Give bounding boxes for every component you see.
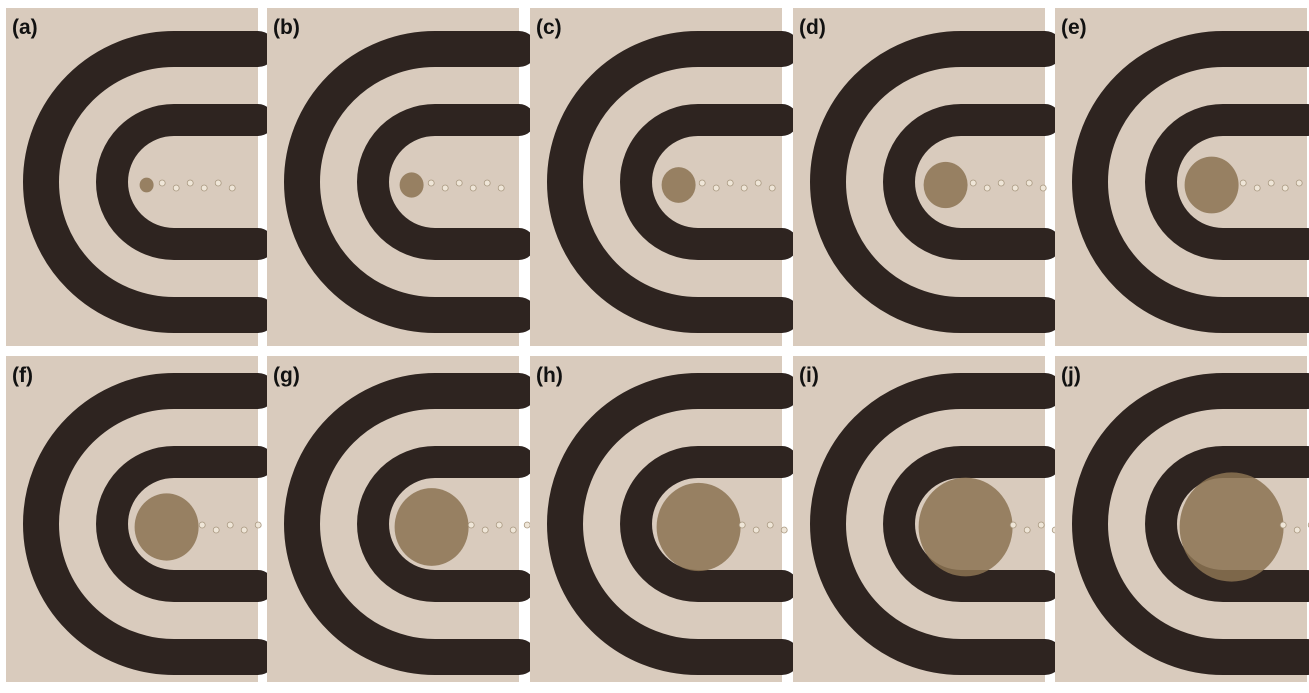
cell bbox=[199, 522, 205, 528]
cell bbox=[1010, 522, 1016, 528]
cell bbox=[767, 522, 773, 528]
panel-label: (a) bbox=[12, 16, 38, 39]
cell bbox=[428, 180, 434, 186]
cell bbox=[741, 185, 747, 191]
cell bbox=[1282, 185, 1288, 191]
cell bbox=[468, 522, 474, 528]
cell bbox=[781, 527, 787, 533]
cell bbox=[482, 527, 488, 533]
panel-label: (e) bbox=[1061, 16, 1087, 39]
cell bbox=[755, 180, 761, 186]
cell bbox=[1268, 180, 1274, 186]
cell-cluster bbox=[135, 493, 199, 560]
cell bbox=[213, 527, 219, 533]
cell bbox=[215, 180, 221, 186]
cell bbox=[524, 522, 530, 528]
cell bbox=[255, 522, 261, 528]
panel-label: (g) bbox=[273, 364, 300, 387]
cell bbox=[769, 185, 775, 191]
cell bbox=[1038, 522, 1044, 528]
cell bbox=[739, 522, 745, 528]
cell bbox=[984, 185, 990, 191]
cell bbox=[998, 180, 1004, 186]
panel-label: (c) bbox=[536, 16, 562, 39]
cell bbox=[1294, 527, 1300, 533]
cell bbox=[227, 522, 233, 528]
panel: (f) bbox=[6, 356, 275, 682]
panel: (b) bbox=[267, 8, 519, 346]
cell-cluster bbox=[400, 172, 424, 197]
panel: (d) bbox=[793, 8, 1046, 346]
cell bbox=[173, 185, 179, 191]
cell bbox=[1024, 527, 1030, 533]
cell bbox=[159, 180, 165, 186]
panel: (h) bbox=[530, 356, 815, 682]
cell bbox=[1040, 185, 1046, 191]
cell bbox=[456, 180, 462, 186]
panel-label: (h) bbox=[536, 364, 563, 387]
cell bbox=[510, 527, 516, 533]
panel: (e) bbox=[1055, 8, 1309, 346]
cell-cluster bbox=[140, 178, 154, 193]
panel: (a) bbox=[6, 8, 258, 346]
cell-cluster bbox=[1180, 472, 1284, 581]
cell bbox=[442, 185, 448, 191]
panel: (j) bbox=[1055, 356, 1309, 682]
cell-cluster bbox=[662, 167, 696, 203]
panel-label: (b) bbox=[273, 16, 300, 39]
cell bbox=[1254, 185, 1260, 191]
cell bbox=[699, 180, 705, 186]
cell bbox=[187, 180, 193, 186]
panel: (i) bbox=[793, 356, 1086, 682]
cell-cluster bbox=[657, 483, 741, 571]
cell bbox=[1026, 180, 1032, 186]
cell bbox=[484, 180, 490, 186]
cell bbox=[201, 185, 207, 191]
cell bbox=[229, 185, 235, 191]
cell bbox=[1296, 180, 1302, 186]
panel-label: (j) bbox=[1061, 364, 1081, 387]
cell-cluster bbox=[1185, 157, 1239, 214]
cell bbox=[496, 522, 502, 528]
panel: (g) bbox=[267, 356, 544, 682]
panel: (c) bbox=[530, 8, 782, 346]
cell bbox=[970, 180, 976, 186]
cell-cluster bbox=[924, 162, 968, 208]
cell bbox=[241, 527, 247, 533]
cell bbox=[713, 185, 719, 191]
cell bbox=[1012, 185, 1018, 191]
cell bbox=[1240, 180, 1246, 186]
cell-cluster bbox=[919, 478, 1013, 577]
cell bbox=[498, 185, 504, 191]
cell-cluster bbox=[395, 488, 469, 566]
panel-label: (d) bbox=[799, 16, 826, 39]
figure: (a) (b) (c) (d) (e) (f) (g) (h) (i) (j) bbox=[0, 0, 1309, 688]
cell bbox=[727, 180, 733, 186]
cell bbox=[1280, 522, 1286, 528]
cell bbox=[470, 185, 476, 191]
cell bbox=[753, 527, 759, 533]
panel-label: (i) bbox=[799, 364, 819, 387]
panel-label: (f) bbox=[12, 364, 33, 387]
